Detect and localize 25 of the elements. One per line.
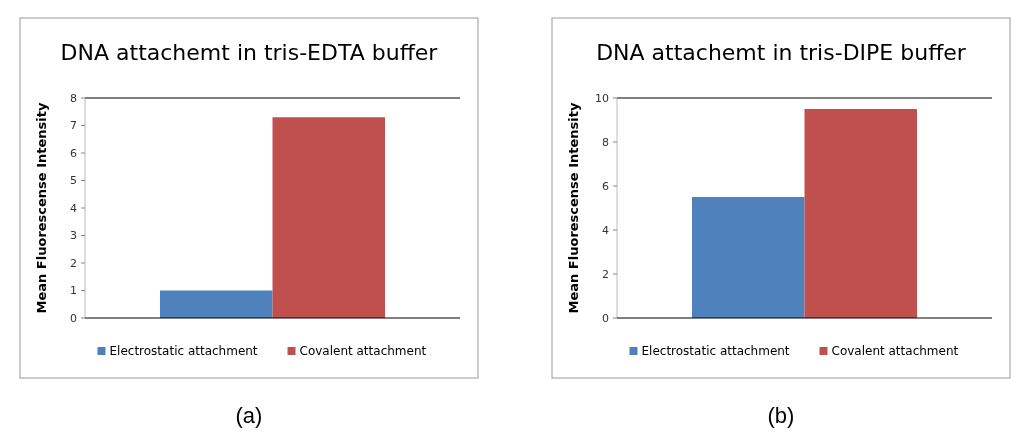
y-tick-label: 4 bbox=[70, 201, 77, 215]
y-tick-label: 3 bbox=[70, 229, 77, 243]
y-tick-label: 0 bbox=[602, 311, 609, 325]
y-tick-label: 8 bbox=[602, 135, 609, 149]
legend-label: Electrostatic attachment bbox=[641, 344, 790, 359]
y-tick-label: 5 bbox=[70, 174, 77, 188]
y-axis-title: Mean Fluorescense Intensity bbox=[566, 102, 581, 314]
y-tick-label: 10 bbox=[595, 91, 609, 105]
text: (b) bbox=[767, 403, 795, 428]
y-axis-title: Mean Fluorescense Intensity bbox=[34, 102, 49, 314]
legend-label: Electrostatic attachment bbox=[109, 344, 258, 359]
text: (a) bbox=[235, 403, 263, 428]
y-tick-label: 8 bbox=[70, 91, 77, 105]
legend-label: Covalent attachment bbox=[831, 344, 959, 359]
legend-label: Covalent attachment bbox=[299, 344, 427, 359]
y-tick-label: 6 bbox=[602, 179, 609, 193]
y-tick-label: 2 bbox=[602, 267, 609, 281]
y-tick-label: 7 bbox=[70, 119, 77, 133]
y-tick-label: 0 bbox=[70, 311, 77, 325]
chart-title: DNA attachemt in tris-DIPE buffer bbox=[596, 40, 967, 65]
y-tick-label: 1 bbox=[70, 284, 77, 298]
y-tick-label: 4 bbox=[602, 223, 609, 237]
y-tick-label: 6 bbox=[70, 146, 77, 160]
chart-title: DNA attachemt in tris-EDTA buffer bbox=[60, 40, 439, 65]
y-tick-label: 2 bbox=[70, 256, 77, 270]
